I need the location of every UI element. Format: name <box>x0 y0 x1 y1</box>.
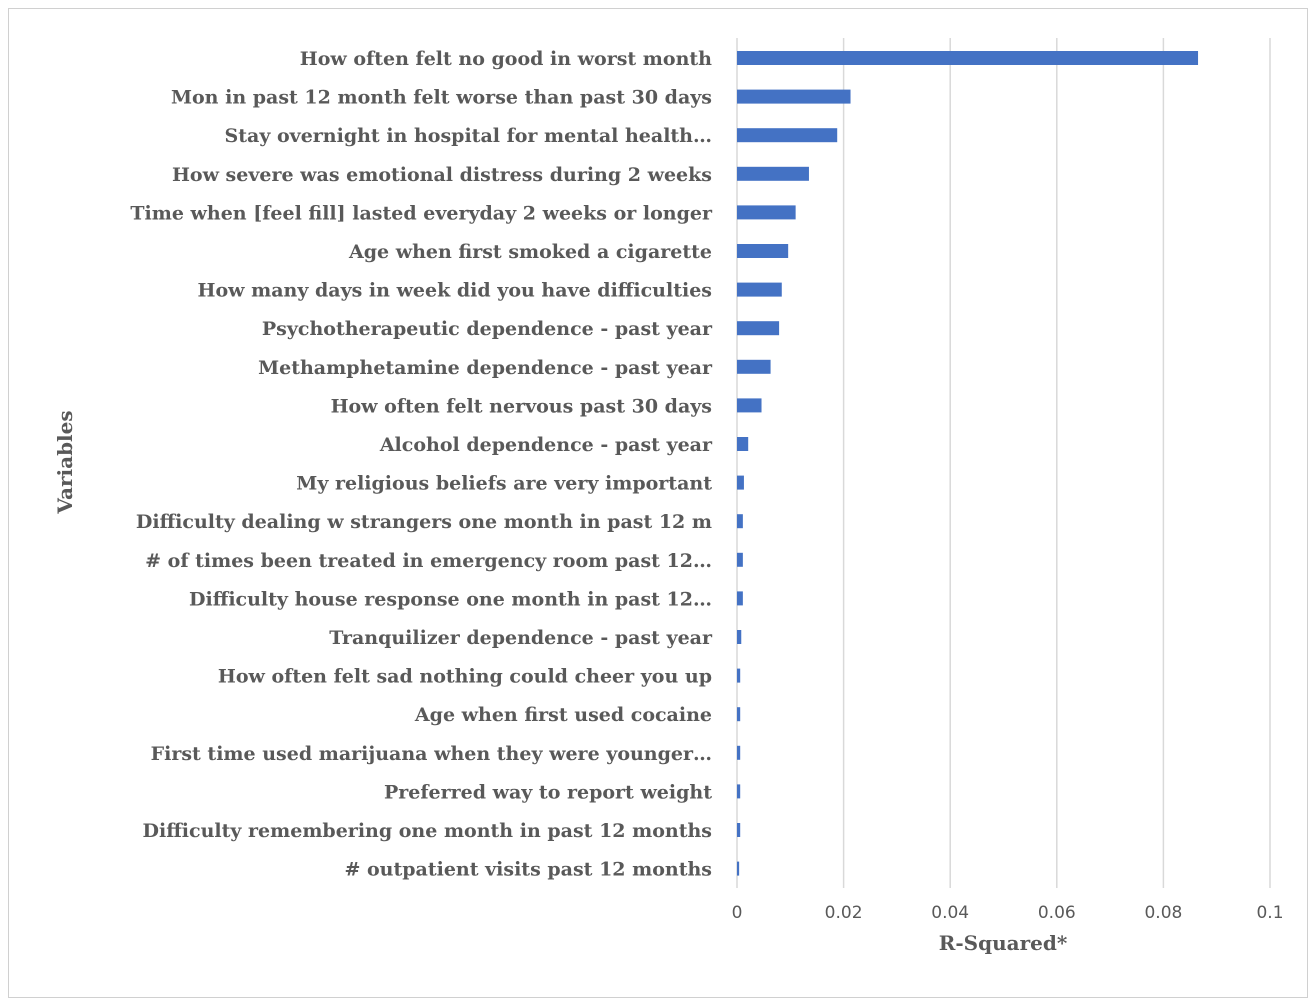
category-label: My religious beliefs are very important <box>296 473 712 495</box>
bar <box>737 51 1199 65</box>
category-label: Age when first smoked a cigarette <box>348 241 712 263</box>
category-label: # of times been treated in emergency roo… <box>145 550 712 572</box>
category-label: Difficulty dealing w strangers one month… <box>136 511 712 533</box>
category-label: Preferred way to report weight <box>384 781 712 803</box>
bar <box>737 321 780 336</box>
x-tick-labels: 0 0.02 0.04 0.06 0.08 0.1 <box>732 903 1284 923</box>
chart-frame <box>8 8 1308 998</box>
bar <box>737 244 789 258</box>
category-label: Stay overnight in hospital for mental he… <box>225 125 712 147</box>
bar <box>737 437 749 451</box>
x-tick-label: 0.08 <box>1144 903 1182 923</box>
bar <box>737 552 743 567</box>
bar <box>737 861 740 876</box>
category-label: Age when first used cocaine <box>414 704 712 726</box>
category-label: How severe was emotional distress during… <box>172 164 712 186</box>
bar <box>737 128 838 143</box>
bar <box>737 359 771 374</box>
bar <box>737 630 742 644</box>
bar <box>737 166 809 181</box>
category-labels: How often felt no good in worst month Mon… <box>130 48 713 881</box>
x-tick-label: 0.02 <box>825 903 863 923</box>
bar <box>737 668 741 683</box>
category-label: Mon in past 12 month felt worse than pas… <box>171 87 712 109</box>
bar <box>737 475 744 490</box>
category-label: First time used marijuana when they were… <box>151 743 712 765</box>
bar <box>737 745 741 760</box>
x-tick-label: 0.04 <box>931 903 969 923</box>
bar <box>737 591 743 606</box>
bar <box>737 707 741 722</box>
category-label: Tranquilizer dependence - past year <box>329 627 713 649</box>
bar <box>737 398 762 413</box>
category-label: Alcohol dependence - past year <box>379 434 713 456</box>
category-label: Difficulty remembering one month in past… <box>143 820 713 842</box>
gridlines <box>736 38 1271 888</box>
x-axis-title: R-Squared* <box>939 931 1068 955</box>
bar <box>737 89 851 104</box>
y-axis-title: Variables <box>53 410 77 514</box>
category-label: How often felt sad nothing could cheer y… <box>218 666 712 688</box>
x-tick-label: 0 <box>732 903 743 923</box>
bars <box>737 51 1199 876</box>
x-tick-label: 0.06 <box>1038 903 1076 923</box>
category-label: How often felt nervous past 30 days <box>331 395 712 417</box>
category-label: Methamphetamine dependence - past year <box>258 357 713 379</box>
category-label: # outpatient visits past 12 months <box>344 859 712 881</box>
bar <box>737 823 741 837</box>
bar <box>737 205 796 220</box>
bar <box>737 784 741 799</box>
category-label: How many days in week did you have diffi… <box>198 280 713 302</box>
category-label: Time when [feel fill] lasted everyday 2 … <box>130 202 713 224</box>
category-label: How often felt no good in worst month <box>300 48 712 70</box>
bar <box>737 514 743 529</box>
bar <box>737 282 782 297</box>
category-label: Psychotherapeutic dependence - past year <box>262 318 713 340</box>
category-label: Difficulty house response one month in p… <box>189 588 712 610</box>
x-tick-label: 0.1 <box>1256 903 1283 923</box>
